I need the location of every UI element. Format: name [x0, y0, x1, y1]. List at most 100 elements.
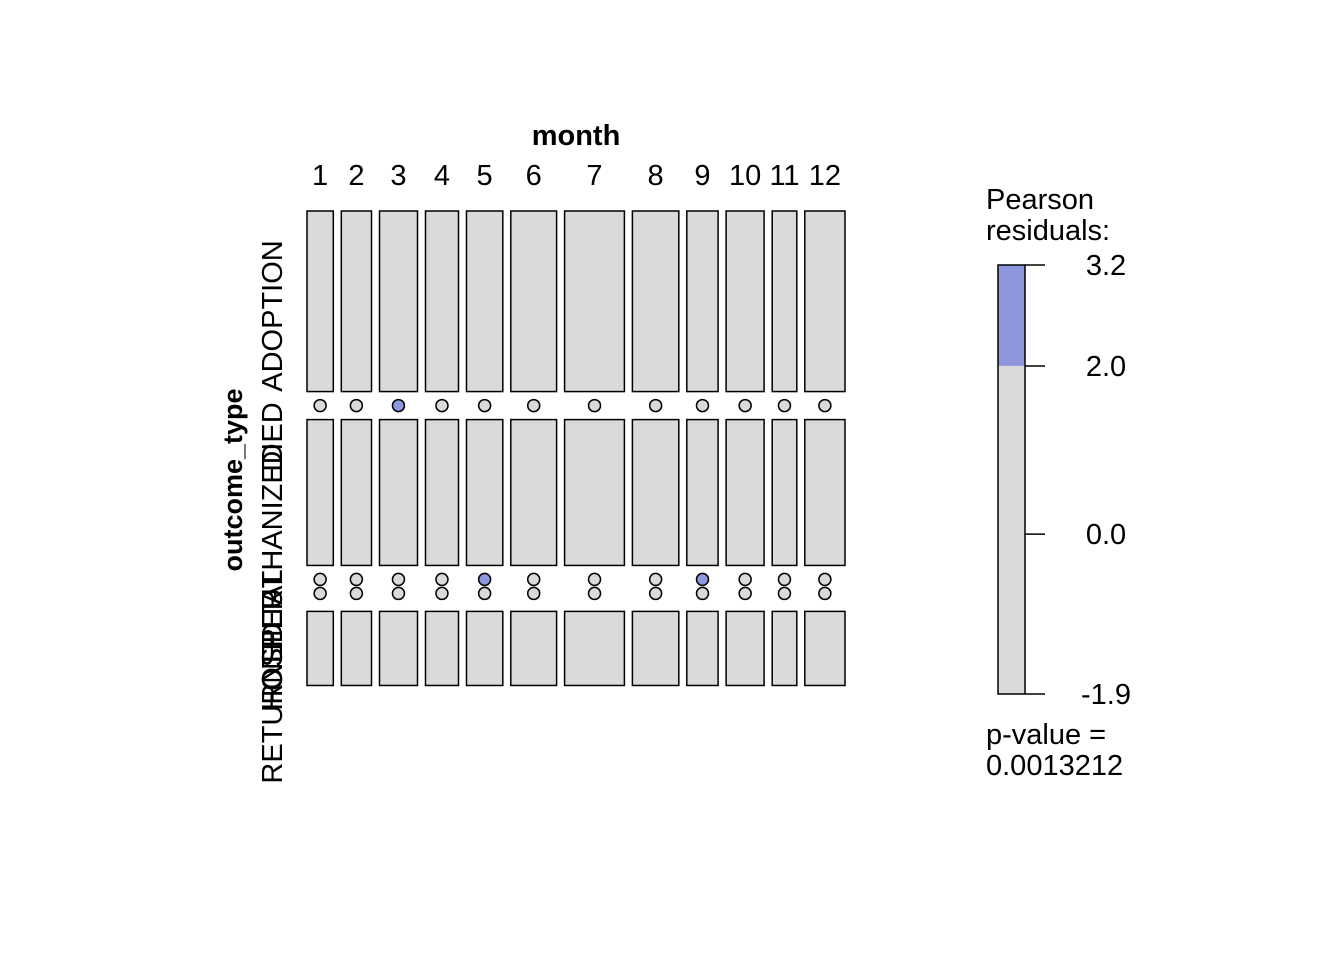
tile-hospital-4	[435, 586, 449, 601]
x-axis-title: month	[532, 120, 621, 152]
tile-hospital-6	[526, 586, 541, 601]
tile-euthanized-2	[340, 418, 373, 567]
tile-returned-5	[465, 610, 504, 687]
tile-adoption-7	[563, 210, 626, 393]
tile-returned-11	[771, 610, 798, 687]
month-label-5: 5	[477, 160, 493, 192]
tile-euthanized-5	[465, 418, 504, 567]
tile-adoption-8	[631, 210, 680, 393]
tile-died-5	[477, 398, 492, 413]
tile-returned-4	[424, 610, 460, 687]
legend-positive-band	[998, 265, 1025, 366]
legend-bar-frame	[997, 264, 1026, 695]
tile-returned-1	[306, 610, 335, 687]
tile-died-10	[738, 398, 752, 413]
tile-hospital-9	[695, 586, 710, 601]
tile-other-5	[477, 572, 492, 587]
legend-tick-label: -1.9	[1081, 679, 1131, 711]
tile-died-11	[777, 398, 792, 413]
tile-adoption-6	[510, 210, 558, 393]
tile-euthanized-4	[424, 418, 460, 567]
tile-adoption-9	[686, 210, 719, 393]
tile-euthanized-11	[771, 418, 798, 567]
tile-adoption-1	[306, 210, 335, 393]
tile-died-7	[587, 398, 602, 413]
legend-title-line1: Pearson	[986, 184, 1094, 216]
outcome-labels: ADOPTION DIEDEUTHANIZEDOTHERRETURNEDHOSPI…	[257, 240, 289, 783]
tile-other-9	[695, 572, 710, 587]
tile-hospital-11	[777, 586, 792, 601]
tile-euthanized-1	[306, 418, 335, 567]
outcome-label-euthanized: EUTHANIZED	[257, 443, 289, 628]
tile-returned-12	[804, 610, 846, 687]
month-label-3: 3	[390, 160, 406, 192]
tile-died-6	[526, 398, 541, 413]
tile-returned-6	[510, 610, 558, 687]
tile-euthanized-7	[563, 418, 626, 567]
tile-hospital-7	[587, 586, 602, 601]
tile-returned-7	[563, 610, 626, 687]
outcome-label-adoption: ADOPTION	[257, 240, 289, 391]
legend-color-bar: 3.2 2.0 0.0 -1.9	[997, 250, 1131, 711]
tile-other-10	[738, 572, 752, 587]
tile-euthanized-3	[378, 418, 419, 567]
tile-returned-8	[631, 610, 680, 687]
legend-tick-label: 2.0	[1086, 351, 1126, 383]
outcome-label-died: DIED	[257, 402, 289, 471]
month-label-4: 4	[434, 160, 450, 192]
tile-euthanized-6	[510, 418, 558, 567]
tile-other-7	[587, 572, 602, 587]
tile-other-3	[391, 572, 406, 587]
y-axis-title: outcome_type	[218, 388, 248, 571]
month-label-12: 12	[809, 160, 841, 192]
tile-adoption-12	[804, 210, 846, 393]
month-label-2: 2	[348, 160, 364, 192]
tile-died-1	[313, 398, 327, 413]
tile-adoption-10	[725, 210, 765, 393]
tile-hospital-8	[648, 586, 663, 601]
tile-hospital-1	[313, 586, 327, 601]
month-label-7: 7	[586, 160, 602, 192]
legend-title-line2: residuals:	[986, 215, 1110, 247]
tile-returned-9	[686, 610, 719, 687]
tile-returned-2	[340, 610, 373, 687]
p-value-label: p-value =	[986, 719, 1106, 751]
p-value-number: 0.0013212	[986, 750, 1123, 782]
tile-adoption-11	[771, 210, 798, 393]
month-label-9: 9	[694, 160, 710, 192]
tile-died-4	[435, 398, 449, 413]
tile-hospital-2	[349, 586, 364, 601]
mosaic-tiles	[306, 210, 846, 687]
tile-hospital-10	[738, 586, 752, 601]
tile-adoption-5	[465, 210, 504, 393]
tile-adoption-3	[378, 210, 419, 393]
tile-euthanized-12	[804, 418, 846, 567]
outcome-label-returned: RETURNED	[257, 622, 289, 783]
tile-died-9	[695, 398, 710, 413]
month-label-1: 1	[312, 160, 328, 192]
month-label-8: 8	[648, 160, 664, 192]
outcome-label-hospital: HOSPITAL	[257, 569, 289, 710]
tile-other-1	[313, 572, 327, 587]
tile-returned-3	[378, 610, 419, 687]
tile-other-8	[648, 572, 663, 587]
month-label-10: 10	[729, 160, 761, 192]
tile-euthanized-10	[725, 418, 765, 567]
tile-hospital-3	[391, 586, 406, 601]
tile-returned-10	[725, 610, 765, 687]
tile-hospital-12	[818, 586, 832, 601]
legend-neutral-band	[998, 365, 1025, 694]
tile-died-12	[818, 398, 832, 413]
legend-tick-label: 0.0	[1086, 519, 1126, 551]
month-label-11: 11	[769, 160, 799, 192]
tile-other-12	[818, 572, 832, 587]
outcome-label-other: OTHER	[257, 589, 289, 691]
tile-other-11	[777, 572, 792, 587]
month-label-6: 6	[526, 160, 542, 192]
tile-euthanized-9	[686, 418, 719, 567]
tile-other-2	[349, 572, 364, 587]
tile-other-4	[435, 572, 449, 587]
tile-euthanized-8	[631, 418, 680, 567]
tile-died-2	[349, 398, 364, 413]
